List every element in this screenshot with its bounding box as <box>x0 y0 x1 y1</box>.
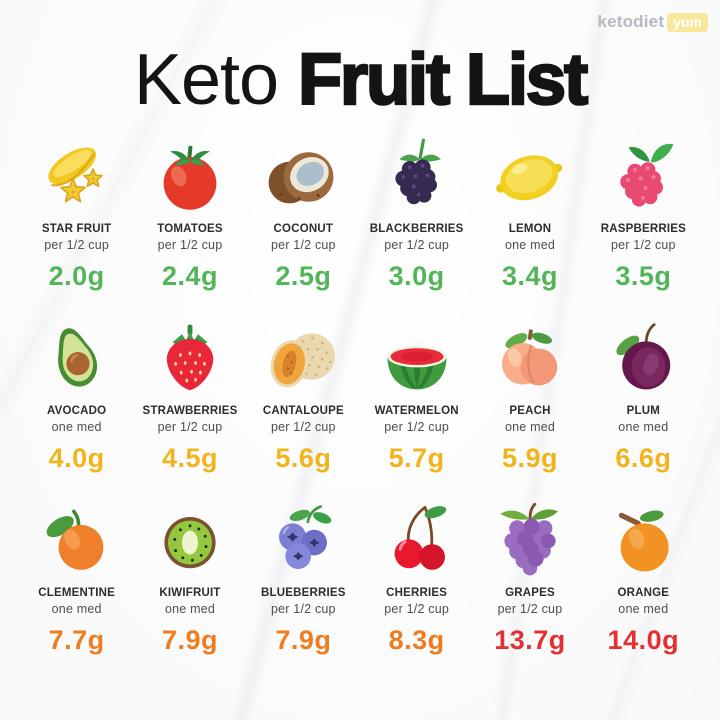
fruit-name-label: CLEMENTINE <box>38 587 116 599</box>
fruit-name-label: PEACH <box>509 405 551 417</box>
fruit-name-label: BLACKBERRIES <box>369 223 464 235</box>
grapes-icon <box>475 500 584 582</box>
lemon-icon <box>475 136 584 218</box>
serving-size-label: one med <box>504 420 556 434</box>
fruit-card-plum: PLUM one med 6.6g <box>589 318 698 474</box>
star-fruit-icon <box>22 136 131 218</box>
fruit-name-label: KIWIFRUIT <box>159 587 221 599</box>
title-regular: Keto <box>133 40 279 120</box>
serving-size-label: one med <box>618 602 669 616</box>
carbs-value: 7.9g <box>161 625 218 655</box>
serving-size-label: per 1/2 cup <box>157 238 223 252</box>
cantaloupe-icon <box>249 318 358 400</box>
serving-size-label: per 1/2 cup <box>44 238 110 252</box>
fruit-card-cantaloupe: CANTALOUPE per 1/2 cup 5.6g <box>249 318 358 474</box>
fruit-card-avocado: AVOCADO one med 4.0g <box>22 318 131 474</box>
carbs-value: 2.4g <box>161 261 218 291</box>
fruit-card-strawberries: STRAWBERRIES per 1/2 cup 4.5g <box>135 318 244 474</box>
fruit-name-label: CANTALOUPE <box>262 405 344 417</box>
fruit-name-label: CHERRIES <box>386 587 448 599</box>
avocado-icon <box>22 318 131 400</box>
page-title: Keto Fruit List <box>0 38 720 122</box>
carbs-value: 2.0g <box>48 261 105 291</box>
serving-size-label: one med <box>504 238 556 252</box>
cherries-icon <box>362 500 471 582</box>
serving-size-label: per 1/2 cup <box>270 602 336 616</box>
orange-icon <box>589 500 698 582</box>
plum-icon <box>589 318 698 400</box>
carbs-value: 6.6g <box>615 443 672 473</box>
serving-size-label: one med <box>51 420 102 434</box>
fruit-card-watermelon: WATERMELON per 1/2 cup 5.7g <box>362 318 471 474</box>
serving-size-label: one med <box>164 602 216 616</box>
tomato-icon <box>135 136 244 218</box>
brand-badge: yum <box>667 12 708 32</box>
peach-icon <box>475 318 584 400</box>
fruit-name-label: TOMATOES <box>157 223 223 235</box>
serving-size-label: per 1/2 cup <box>497 602 563 616</box>
fruit-card-raspberries: RASPBERRIES per 1/2 cup 3.5g <box>589 136 698 292</box>
carbs-value: 3.0g <box>388 261 445 291</box>
coconut-icon <box>249 136 358 218</box>
fruit-name-label: WATERMELON <box>374 405 459 417</box>
serving-size-label: per 1/2 cup <box>270 420 336 434</box>
serving-size-label: per 1/2 cup <box>270 238 336 252</box>
fruit-card-kiwifruit: KIWIFRUIT one med 7.9g <box>135 500 244 656</box>
fruit-name-label: RASPBERRIES <box>600 223 686 235</box>
fruit-name-label: STRAWBERRIES <box>142 405 238 417</box>
carbs-value: 5.7g <box>388 443 445 473</box>
carbs-value: 14.0g <box>607 625 680 655</box>
carbs-value: 7.7g <box>48 625 105 655</box>
fruit-name-label: AVOCADO <box>47 405 107 417</box>
title-bold: Fruit List <box>297 39 590 122</box>
fruit-card-lemon: LEMON one med 3.4g <box>475 136 584 292</box>
carbs-value: 4.5g <box>161 443 218 473</box>
carbs-value: 5.6g <box>275 443 332 473</box>
serving-size-label: one med <box>618 420 669 434</box>
fruit-grid: STAR FRUIT per 1/2 cup 2.0g TOMATOES per… <box>0 122 720 656</box>
carbs-value: 3.4g <box>501 261 558 291</box>
serving-size-label: per 1/2 cup <box>384 420 450 434</box>
fruit-card-blueberries: BLUEBERRIES per 1/2 cup 7.9g <box>249 500 358 656</box>
fruit-name-label: LEMON <box>508 223 552 235</box>
brand-logo: ketodiet yum <box>0 0 720 34</box>
fruit-card-tomatoes: TOMATOES per 1/2 cup 2.4g <box>135 136 244 292</box>
fruit-name-label: PLUM <box>626 405 661 417</box>
carbs-value: 2.5g <box>275 261 332 291</box>
brand-name: ketodiet <box>597 12 665 31</box>
carbs-value: 4.0g <box>48 443 105 473</box>
carbs-value: 5.9g <box>501 443 558 473</box>
fruit-card-blackberries: BLACKBERRIES per 1/2 cup 3.0g <box>362 136 471 292</box>
blueberries-icon <box>249 500 358 582</box>
fruit-name-label: BLUEBERRIES <box>261 587 346 599</box>
carbs-value: 8.3g <box>388 625 445 655</box>
fruit-card-star-fruit: STAR FRUIT per 1/2 cup 2.0g <box>22 136 131 292</box>
blackberries-icon <box>362 136 471 218</box>
raspberries-icon <box>589 136 698 218</box>
carbs-value: 3.5g <box>615 261 672 291</box>
strawberries-icon <box>135 318 244 400</box>
watermelon-icon <box>362 318 471 400</box>
carbs-value: 13.7g <box>494 625 566 655</box>
serving-size-label: per 1/2 cup <box>384 602 450 616</box>
fruit-name-label: STAR FRUIT <box>41 223 112 235</box>
serving-size-label: one med <box>51 602 102 616</box>
fruit-name-label: COCONUT <box>273 223 334 235</box>
carbs-value: 7.9g <box>275 625 332 655</box>
fruit-card-coconut: COCONUT per 1/2 cup 2.5g <box>249 136 358 292</box>
fruit-card-peach: PEACH one med 5.9g <box>475 318 584 474</box>
fruit-card-clementine: CLEMENTINE one med 7.7g <box>22 500 131 656</box>
serving-size-label: per 1/2 cup <box>384 238 450 252</box>
fruit-card-cherries: CHERRIES per 1/2 cup 8.3g <box>362 500 471 656</box>
fruit-name-label: ORANGE <box>617 587 670 599</box>
serving-size-label: per 1/2 cup <box>157 420 223 434</box>
fruit-name-label: GRAPES <box>505 587 555 599</box>
kiwifruit-icon <box>135 500 244 582</box>
serving-size-label: per 1/2 cup <box>610 238 676 252</box>
clementine-icon <box>22 500 131 582</box>
fruit-card-orange: ORANGE one med 14.0g <box>589 500 698 656</box>
fruit-card-grapes: GRAPES per 1/2 cup 13.7g <box>475 500 584 656</box>
